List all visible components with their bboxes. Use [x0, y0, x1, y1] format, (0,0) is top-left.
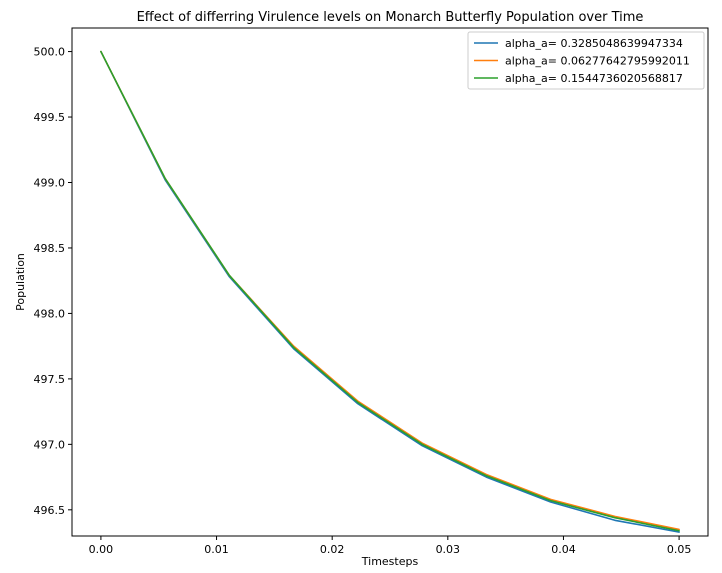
- x-tick-label: 0.03: [436, 543, 461, 556]
- y-tick-label: 497.5: [34, 373, 66, 386]
- y-tick-label: 498.0: [34, 307, 66, 320]
- plot-frame: [71, 27, 709, 537]
- x-tick-label: 0.01: [204, 543, 229, 556]
- legend: alpha_a= 0.3285048639947334 alpha_a= 0.06…: [467, 31, 705, 90]
- x-tick-label: 0.04: [551, 543, 576, 556]
- y-tick-label: 498.5: [34, 242, 66, 255]
- x-tick-label: 0.00: [89, 543, 114, 556]
- chart-title: Effect of differring Virulence levels on…: [137, 10, 644, 25]
- plot-area: 0.00 0.01 0.02 0.03 0.04 0.05 496.5 497.0 497.5…: [34, 27, 709, 556]
- series-line-2: [100, 50, 680, 532]
- legend-label-0: alpha_a= 0.3285048639947334: [505, 37, 683, 50]
- x-axis-ticks: 0.00 0.01 0.02 0.03 0.04 0.05: [89, 536, 692, 556]
- series-lines: [100, 50, 680, 533]
- y-tick-label: 500.0: [34, 46, 66, 59]
- y-tick-label: 497.0: [34, 438, 66, 451]
- y-axis-ticks: 496.5 497.0 497.5 498.0 498.5 499.0 499.5 500.0: [34, 46, 72, 517]
- x-axis-label: Timesteps: [361, 555, 419, 568]
- y-tick-label: 499.5: [34, 111, 66, 124]
- legend-label-1: alpha_a= 0.06277642795992011: [505, 55, 690, 68]
- legend-box: [467, 31, 705, 90]
- y-axis-label: Population: [14, 253, 27, 311]
- y-tick-label: 499.0: [34, 176, 66, 189]
- series-line-0: [100, 50, 680, 533]
- x-tick-label: 0.02: [320, 543, 345, 556]
- y-tick-label: 496.5: [34, 504, 66, 517]
- series-line-1: [100, 50, 680, 531]
- legend-label-2: alpha_a= 0.1544736020568817: [505, 72, 683, 85]
- x-tick-label: 0.05: [667, 543, 692, 556]
